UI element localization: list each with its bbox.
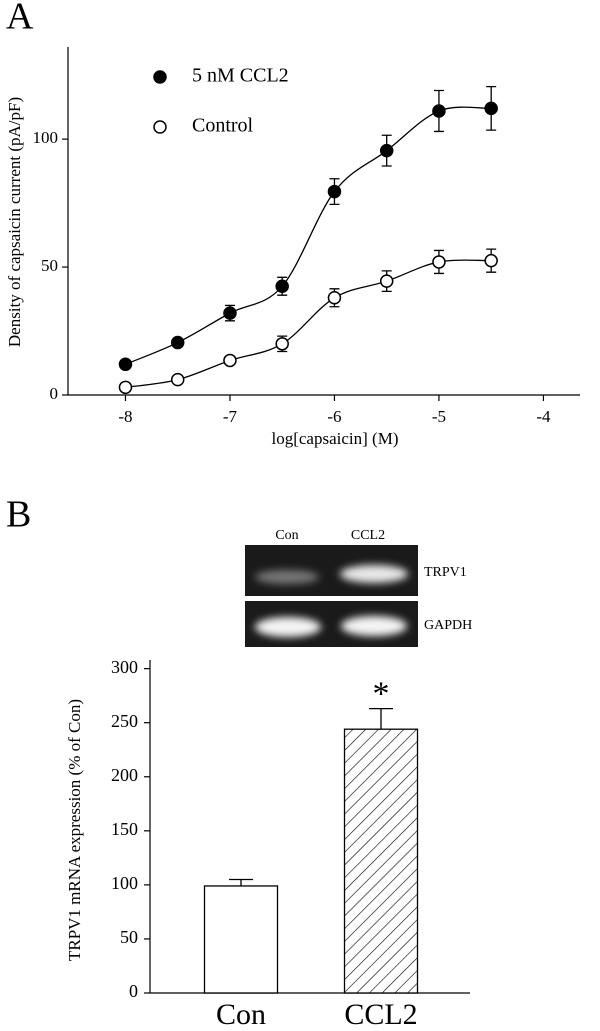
data-point — [170, 335, 185, 350]
data-point — [170, 372, 185, 387]
x-axis-label: log[capsaicin] (M) — [272, 429, 399, 448]
data-point — [223, 353, 237, 368]
legend-label: Control — [192, 115, 254, 137]
gel-band-label: GAPDH — [424, 618, 472, 633]
y-tick-label: 300 — [111, 657, 138, 677]
error-bar — [369, 708, 393, 730]
data-point — [379, 143, 394, 158]
x-tick-label: -5 — [432, 407, 446, 426]
x-tick-label: CCL2 — [344, 998, 417, 1031]
x-tick-label: Con — [216, 998, 266, 1031]
data-point — [118, 357, 133, 372]
gel-lane-label: CCL2 — [351, 528, 385, 543]
fit-curve — [125, 106, 492, 365]
panel-label: A — [6, 0, 34, 38]
x-tick-label: -4 — [536, 407, 551, 426]
legend-label: 5 nM CCL2 — [192, 65, 289, 87]
fit-curve — [125, 259, 492, 388]
gel-lane-label: Con — [275, 528, 298, 543]
y-tick-label: 50 — [41, 256, 58, 275]
y-tick-label: 100 — [33, 128, 59, 147]
data-point — [223, 306, 237, 320]
panel-label: B — [6, 494, 31, 536]
data-point — [275, 279, 289, 293]
data-point — [327, 291, 342, 305]
data-point — [432, 104, 446, 118]
gel-image — [245, 545, 418, 647]
x-tick-label: -6 — [327, 407, 341, 426]
x-tick-label: -8 — [118, 407, 132, 426]
annotation: * — [373, 675, 390, 712]
y-tick-label: 250 — [111, 711, 138, 731]
data-point — [327, 184, 342, 199]
legend-marker — [153, 120, 167, 134]
data-point — [432, 255, 446, 269]
y-tick-label: 200 — [111, 765, 138, 785]
y-tick-label: 0 — [50, 384, 59, 403]
data-point — [484, 101, 498, 116]
bar — [343, 728, 419, 994]
y-axis-label: TRPV1 mRNA expression (% of Con) — [65, 699, 84, 961]
y-tick-label: 100 — [111, 873, 138, 893]
y-axis-label: Density of capsaicin current (pA/pF) — [5, 97, 24, 347]
error-bar — [229, 878, 253, 886]
legend-marker — [153, 70, 167, 84]
bar — [203, 885, 279, 994]
x-tick-label: -7 — [223, 407, 238, 426]
y-tick-label: 150 — [111, 819, 138, 839]
data-point — [275, 337, 289, 351]
gel-band-label: TRPV1 — [424, 565, 467, 580]
data-point — [484, 253, 498, 268]
data-point — [379, 274, 394, 288]
y-tick-label: 0 — [129, 981, 138, 1001]
data-point — [118, 380, 133, 395]
y-tick-label: 50 — [120, 927, 138, 947]
